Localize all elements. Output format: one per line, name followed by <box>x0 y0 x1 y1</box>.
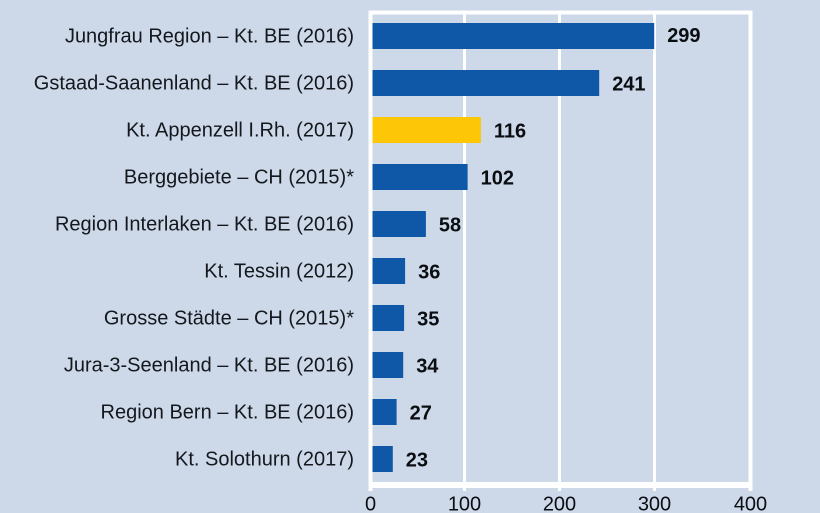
svg-text:200: 200 <box>543 494 576 513</box>
svg-text:34: 34 <box>416 356 439 378</box>
svg-text:Grosse Städte – CH (2015)*: Grosse Städte – CH (2015)* <box>104 307 354 329</box>
svg-text:300: 300 <box>638 494 671 513</box>
svg-text:400: 400 <box>734 494 767 513</box>
svg-text:Kt. Tessin (2012): Kt. Tessin (2012) <box>204 260 354 282</box>
svg-text:27: 27 <box>410 403 432 425</box>
svg-text:Region Interlaken – Kt. BE (20: Region Interlaken – Kt. BE (2016) <box>55 213 354 235</box>
svg-text:23: 23 <box>406 450 428 472</box>
svg-text:Jura-3-Seenland – Kt. BE (2016: Jura-3-Seenland – Kt. BE (2016) <box>64 354 354 376</box>
svg-text:241: 241 <box>612 74 645 96</box>
svg-text:Gstaad-Saanenland – Kt. BE (20: Gstaad-Saanenland – Kt. BE (2016) <box>34 72 354 94</box>
svg-text:Kt. Appenzell I.Rh. (2017): Kt. Appenzell I.Rh. (2017) <box>126 119 354 141</box>
svg-text:Jungfrau Region – Kt. BE (2016: Jungfrau Region – Kt. BE (2016) <box>65 25 354 47</box>
svg-text:299: 299 <box>667 25 700 47</box>
svg-text:Region Bern – Kt. BE (2016): Region Bern – Kt. BE (2016) <box>101 401 354 423</box>
svg-text:100: 100 <box>448 494 481 513</box>
svg-text:116: 116 <box>494 121 526 143</box>
svg-text:0: 0 <box>365 494 376 513</box>
svg-text:Berggebiete – CH (2015)*: Berggebiete – CH (2015)* <box>124 166 354 188</box>
svg-text:58: 58 <box>439 215 461 237</box>
svg-text:35: 35 <box>417 309 439 331</box>
svg-text:Kt. Solothurn (2017): Kt. Solothurn (2017) <box>175 448 354 470</box>
svg-text:102: 102 <box>481 168 514 190</box>
svg-text:36: 36 <box>418 262 440 284</box>
